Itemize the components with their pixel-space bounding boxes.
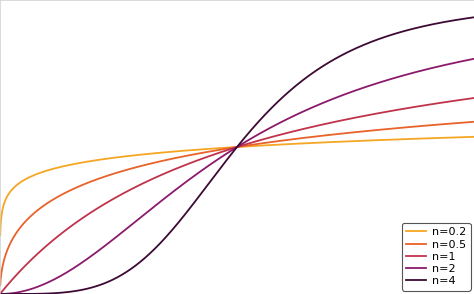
n=4 [0,292,3,294]
n=4 [471,16,474,19]
n=4 [80,288,85,292]
n=1 [411,105,417,109]
n=0.5 [471,120,474,123]
n=2 [200,168,205,172]
n=2 [51,278,57,281]
n=0.2 [462,135,467,139]
n=1 [471,96,474,100]
n=4 [51,291,57,294]
n=1 [200,157,205,160]
n=1 [179,165,185,168]
n=4 [411,27,417,30]
n=1 [80,216,85,220]
Line: n=0.2: n=0.2 [0,137,474,235]
Line: n=4: n=4 [0,17,474,294]
n=2 [0,292,3,294]
n=2 [471,57,474,61]
n=1 [51,238,57,241]
n=0.5 [179,155,185,158]
n=0.5 [462,121,467,124]
n=0.2 [80,161,85,164]
n=0.5 [200,151,205,155]
n=2 [411,71,417,74]
n=0.2 [411,137,417,141]
n=0.2 [0,233,3,237]
n=0.5 [80,183,85,187]
n=4 [200,190,205,194]
n=0.5 [411,125,417,128]
Legend: n=0.2, n=0.5, n=1, n=2, n=4: n=0.2, n=0.5, n=1, n=2, n=4 [402,223,471,291]
n=0.2 [471,135,474,138]
n=0.5 [51,197,57,201]
n=2 [179,183,185,187]
n=0.2 [179,149,185,153]
n=0.2 [200,148,205,151]
n=4 [179,216,185,220]
n=0.2 [51,167,57,170]
n=1 [0,292,3,294]
Line: n=1: n=1 [0,98,474,294]
n=2 [80,260,85,264]
n=4 [462,17,467,20]
n=1 [462,98,467,101]
Line: n=0.5: n=0.5 [0,122,474,285]
n=2 [462,59,467,62]
Line: n=2: n=2 [0,59,474,294]
n=0.5 [0,283,3,287]
